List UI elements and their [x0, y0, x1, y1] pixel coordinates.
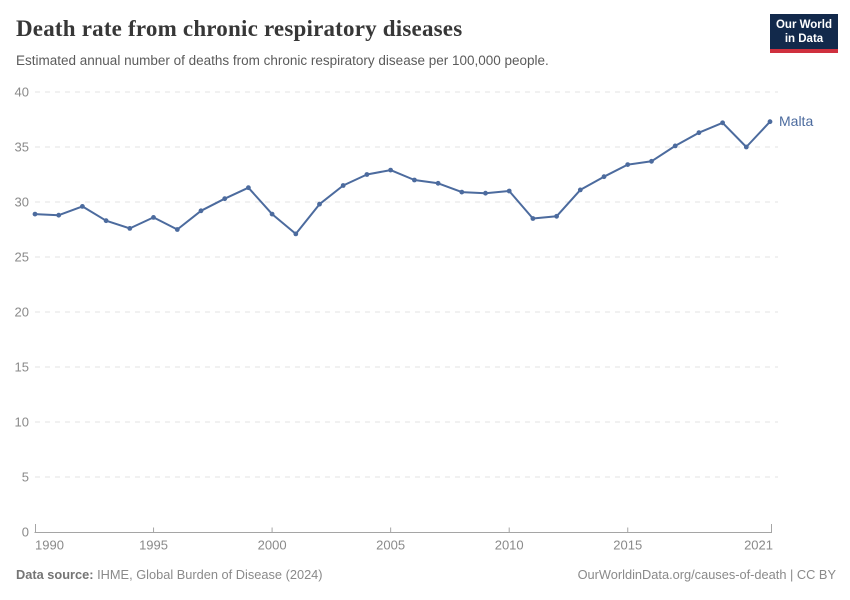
data-point-malta-2008[interactable]	[459, 189, 465, 195]
data-point-malta-2001[interactable]	[293, 231, 299, 237]
x-axis-label-2000: 2000	[258, 538, 287, 553]
y-axis-label-10: 10	[15, 415, 29, 430]
data-source-label: Data source:	[16, 567, 94, 582]
data-point-malta-2005[interactable]	[388, 167, 393, 173]
data-point-malta-2014[interactable]	[601, 174, 607, 180]
x-axis-label-1990: 1990	[35, 538, 64, 553]
data-point-malta-2019[interactable]	[720, 120, 725, 126]
data-point-malta-1991[interactable]	[56, 212, 62, 218]
data-point-malta-2004[interactable]	[364, 172, 370, 177]
line-chart[interactable]: 0 5 10 15 20 25 30 35 40 1990 1995 2000 2005 2010 2015…	[0, 80, 850, 553]
y-axis-label-0: 0	[22, 525, 29, 540]
data-point-malta-1990[interactable]	[32, 211, 38, 217]
x-axis-label-2015: 2015	[613, 538, 642, 553]
data-point-malta-2006[interactable]	[412, 177, 417, 183]
data-point-malta-1994[interactable]	[127, 226, 133, 231]
page-subtitle: Estimated annual number of deaths from c…	[16, 53, 549, 68]
y-axis-label-20: 20	[15, 305, 29, 320]
y-axis-label-25: 25	[15, 250, 29, 265]
data-point-malta-2000[interactable]	[269, 211, 275, 217]
data-point-malta-2021[interactable]	[767, 119, 773, 125]
data-point-malta-2013[interactable]	[577, 187, 583, 193]
owid-logo-box: Our World in Data	[770, 14, 838, 50]
data-point-malta-2010[interactable]	[506, 188, 512, 194]
data-point-malta-2018[interactable]	[696, 130, 702, 136]
data-point-malta-2002[interactable]	[317, 201, 322, 207]
chart-footer: Data source: IHME, Global Burden of Dise…	[16, 567, 836, 582]
owid-logo-line1: Our World	[775, 19, 832, 31]
series-label-malta[interactable]: Malta	[779, 113, 813, 129]
chart-area: 0 5 10 15 20 25 30 35 40 1990 1995 2000 2005 2010 2015…	[0, 80, 850, 553]
data-point-malta-2020[interactable]	[743, 144, 749, 150]
data-point-malta-2017[interactable]	[672, 143, 678, 149]
data-point-malta-2011[interactable]	[530, 216, 536, 221]
data-source: Data source: IHME, Global Burden of Dise…	[16, 567, 323, 582]
x-axis-label-2021: 2021	[744, 538, 773, 553]
data-point-malta-1995[interactable]	[151, 215, 156, 220]
data-point-malta-1993[interactable]	[103, 218, 109, 224]
y-axis-label-35: 35	[15, 140, 29, 155]
data-point-malta-1997[interactable]	[198, 208, 204, 214]
data-point-malta-1996[interactable]	[174, 227, 180, 232]
data-point-malta-1999[interactable]	[246, 185, 251, 191]
data-point-malta-2007[interactable]	[435, 180, 441, 186]
data-point-malta-1992[interactable]	[80, 204, 85, 209]
x-axis-label-2005: 2005	[376, 538, 405, 553]
y-axis-label-15: 15	[15, 360, 29, 375]
owid-logo-red-bar	[770, 49, 838, 54]
data-point-malta-1998[interactable]	[222, 196, 228, 202]
owid-logo[interactable]: Our World in Data	[770, 14, 838, 54]
x-axis-label-1995: 1995	[139, 538, 168, 553]
x-axis-label-2010: 2010	[495, 538, 524, 553]
data-source-text: IHME, Global Burden of Disease (2024)	[93, 567, 323, 582]
y-axis-label-5: 5	[22, 470, 29, 485]
data-point-malta-2016[interactable]	[649, 158, 654, 164]
data-point-malta-2012[interactable]	[554, 213, 559, 219]
owid-logo-line2: in Data	[784, 33, 824, 46]
rights-link[interactable]: OurWorldinData.org/causes-of-death | CC …	[577, 567, 836, 582]
y-axis-label-40: 40	[15, 85, 29, 100]
data-point-malta-2003[interactable]	[340, 183, 346, 188]
y-axis-label-30: 30	[15, 195, 29, 210]
page-title: Death rate from chronic respiratory dise…	[16, 16, 463, 41]
data-point-malta-2009[interactable]	[483, 190, 488, 196]
series-line-malta[interactable]	[34, 120, 771, 235]
data-point-malta-2015[interactable]	[625, 162, 631, 168]
